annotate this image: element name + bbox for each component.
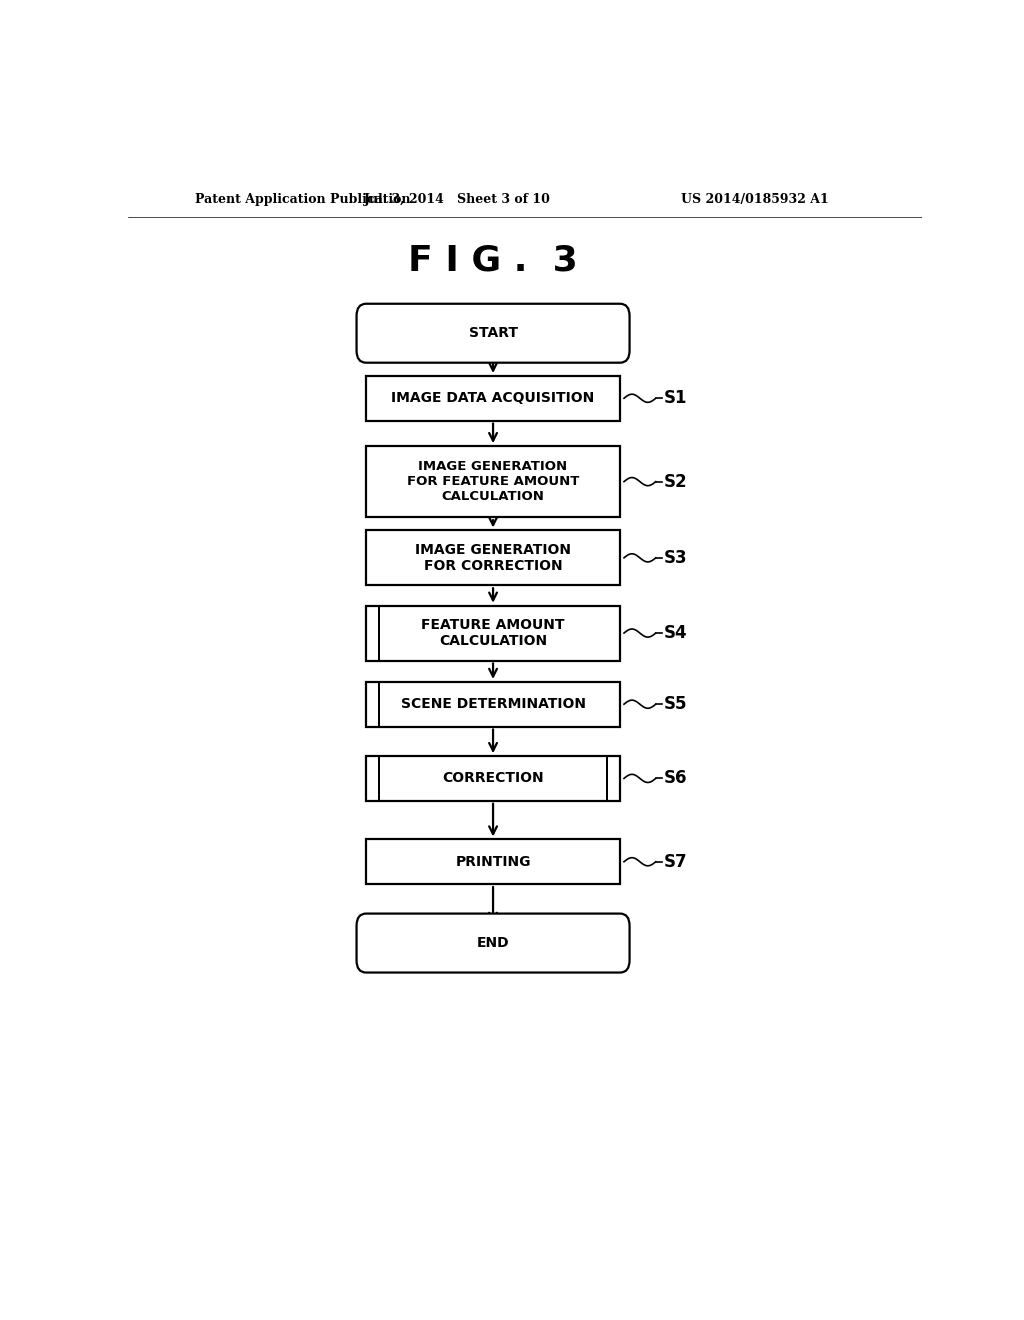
Text: FEATURE AMOUNT
CALCULATION: FEATURE AMOUNT CALCULATION	[421, 618, 565, 648]
Bar	[367, 446, 621, 517]
Text: US 2014/0185932 A1: US 2014/0185932 A1	[681, 193, 828, 206]
Bar	[367, 682, 621, 726]
Bar	[367, 376, 621, 421]
FancyBboxPatch shape	[356, 304, 630, 363]
FancyBboxPatch shape	[356, 913, 630, 973]
Text: Patent Application Publication: Patent Application Publication	[196, 193, 411, 206]
Text: END: END	[477, 936, 509, 950]
Text: IMAGE DATA ACQUISITION: IMAGE DATA ACQUISITION	[391, 391, 595, 405]
Text: S5: S5	[664, 696, 687, 713]
Text: S3: S3	[664, 549, 687, 566]
Bar	[367, 756, 621, 801]
Text: S4: S4	[664, 624, 687, 642]
Text: S7: S7	[664, 853, 687, 871]
Text: SCENE DETERMINATION: SCENE DETERMINATION	[400, 697, 586, 711]
Text: F I G .  3: F I G . 3	[409, 243, 578, 277]
Text: S6: S6	[664, 770, 687, 788]
Text: CORRECTION: CORRECTION	[442, 771, 544, 785]
Bar	[367, 606, 621, 660]
Text: START: START	[469, 326, 517, 341]
Text: PRINTING: PRINTING	[456, 855, 530, 869]
Text: Jul. 3, 2014   Sheet 3 of 10: Jul. 3, 2014 Sheet 3 of 10	[364, 193, 551, 206]
Bar	[367, 840, 621, 884]
Text: IMAGE GENERATION
FOR FEATURE AMOUNT
CALCULATION: IMAGE GENERATION FOR FEATURE AMOUNT CALC…	[407, 461, 580, 503]
Text: S2: S2	[664, 473, 687, 491]
Text: IMAGE GENERATION
FOR CORRECTION: IMAGE GENERATION FOR CORRECTION	[415, 543, 571, 573]
Text: S1: S1	[664, 389, 687, 408]
Bar	[367, 531, 621, 585]
